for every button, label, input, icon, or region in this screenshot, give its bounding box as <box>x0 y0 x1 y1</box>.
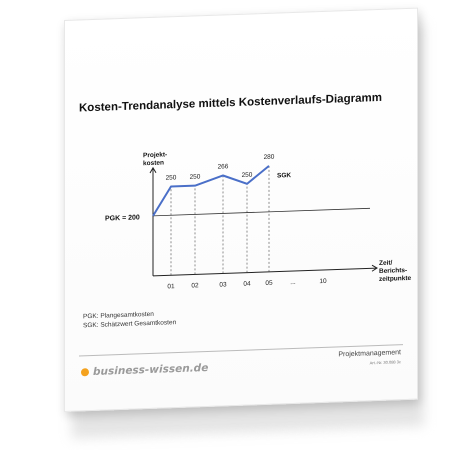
pgk-baseline <box>153 207 370 217</box>
x-axis <box>153 267 377 277</box>
x-tick-label: 02 <box>191 282 199 289</box>
y-axis-label: kosten <box>143 160 164 168</box>
x-tick-label: 01 <box>167 283 175 290</box>
brand-logo: business-wissen.de <box>81 362 208 378</box>
x-tick-label: ... <box>290 279 296 286</box>
cost-trend-chart: Projekt-kosten Zeit/Berichts-zeitpunkte PG… <box>105 151 412 290</box>
pgk-label: PGK = 200 <box>105 214 140 222</box>
x-axis-label: Berichts- <box>379 267 407 275</box>
x-axis-label: zeitpunkte <box>379 275 412 283</box>
legend: PGK: Plangesamtkosten SGK: Schätzwert Ge… <box>83 309 176 330</box>
y-axis-label: Projekt- <box>143 151 167 159</box>
data-label: 250 <box>190 173 201 180</box>
data-label: 250 <box>166 174 177 181</box>
data-label: 266 <box>218 163 229 170</box>
document-page: Kosten-Trendanalyse mittels Kostenverlau… <box>64 7 418 412</box>
brand-dot-icon <box>81 368 89 377</box>
article-number: Art.-Nr. 30.088 3c <box>369 359 401 366</box>
sgk-label: SGK <box>277 172 291 180</box>
sgk-line <box>152 165 270 217</box>
y-axis-arrow-icon <box>149 166 157 174</box>
x-tick-label: 05 <box>265 280 273 287</box>
x-axis-arrow-icon <box>371 264 378 272</box>
x-tick-label: 03 <box>219 281 227 288</box>
document-category: Projektmanagement <box>338 349 401 359</box>
x-tick-label: 04 <box>243 280 251 287</box>
data-label: 250 <box>242 172 253 179</box>
brand-name: business-wissen.de <box>93 361 209 378</box>
x-tick-label: 10 <box>319 278 327 285</box>
x-axis-label: Zeit/ <box>379 260 393 267</box>
data-label: 280 <box>264 154 275 161</box>
